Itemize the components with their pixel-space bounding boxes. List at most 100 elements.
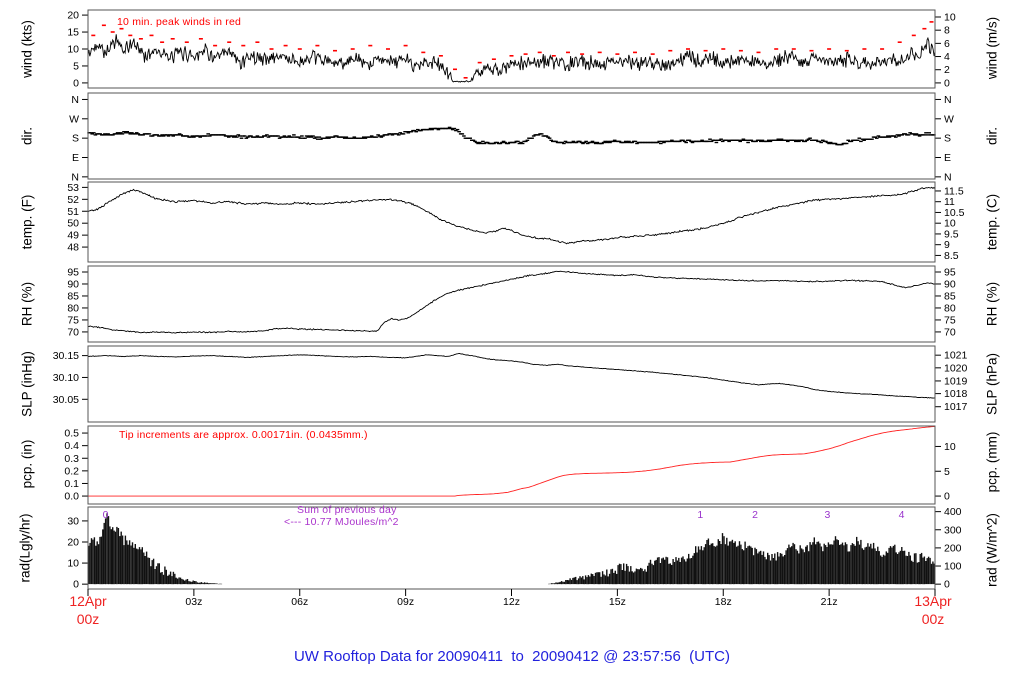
wind-peak-dash <box>537 51 542 54</box>
rh-left-tick-label: 75 <box>67 314 79 326</box>
wind-peak-dash <box>149 34 154 37</box>
rad-right-axis-label: rad (W/m^2) <box>984 513 1000 587</box>
wind-peak-dash <box>421 51 426 54</box>
rh-left-tick-label: 70 <box>67 326 79 338</box>
wind-peak-dash <box>862 48 867 50</box>
rh-left-tick-label: 95 <box>67 266 79 278</box>
wind-peak-dash <box>453 68 457 71</box>
wind-peak-dash <box>463 77 468 79</box>
wind-peak-dash <box>170 38 175 40</box>
temp-right-tick-label: 9 <box>944 239 950 251</box>
wind-peak-dash <box>897 41 902 43</box>
pcp-left-tick-label: 0.4 <box>64 440 79 452</box>
wind-peak-dash <box>551 55 556 57</box>
wind-right-axis-label: wind (m/s) <box>984 16 1000 80</box>
wind-right-tick-label: 10 <box>944 11 956 23</box>
wind-peak-dash <box>101 24 106 27</box>
temp-right-tick-label: 8.5 <box>944 250 959 262</box>
rad-left-axis-label: rad(Lgly/hr) <box>17 513 33 583</box>
wind-peak-dash <box>597 51 602 54</box>
rad-sum-annotation-line2: <--- 10.77 MJoules/m^2 <box>284 516 399 528</box>
pcp-series-line <box>88 425 936 497</box>
x-axis-ticks <box>87 589 936 596</box>
dir-left-tick-label: N <box>71 94 79 106</box>
slp-left-tick-label: 30.10 <box>53 372 79 384</box>
x-axis-end-hour: 00z <box>921 611 945 627</box>
wind-peak-dash <box>738 49 743 52</box>
x-tick-label: 18z <box>714 596 732 608</box>
dir-left-tick-label: E <box>72 152 79 164</box>
wind-peak-dash <box>184 41 189 43</box>
wind-peak-dash <box>283 44 288 47</box>
wind-peak-dash <box>880 48 885 50</box>
dir-panel-border <box>87 92 936 180</box>
wind-peak-dash <box>633 51 637 54</box>
rad-left-tick-label: 20 <box>67 536 79 548</box>
rad-left-tick-label: 0 <box>73 579 79 591</box>
wind-peak-dash <box>774 48 779 50</box>
wind-peak-dash <box>297 48 302 50</box>
temp-left-tick-label: 49 <box>67 230 79 242</box>
wind-peak-dash <box>721 48 726 50</box>
x-axis-end-date: 13Apr <box>914 593 952 609</box>
temp-right-tick-label: 10.5 <box>944 207 965 219</box>
rad-right-tick-label: 0 <box>944 579 950 591</box>
wind-peak-dash <box>668 49 673 52</box>
rad-milestone-label: 1 <box>697 509 703 521</box>
wind-peak-dash <box>523 53 528 55</box>
dir-right-tick-label: E <box>944 152 951 164</box>
temp-left-tick-label: 51 <box>67 206 79 218</box>
wind-peak-dash <box>160 41 165 43</box>
wind-peak-dash <box>241 44 246 47</box>
rh-left-tick-label: 85 <box>67 290 79 302</box>
rh-left-axis-label: RH (%) <box>19 281 35 327</box>
temp-right-tick-label: 11.5 <box>944 185 964 197</box>
rad-left-tick-label: 10 <box>67 558 79 570</box>
pcp-panel-border <box>87 425 936 505</box>
dir-right-axis-label: dir. <box>984 126 1000 146</box>
wind-peak-dash <box>477 61 482 64</box>
slp-right-tick-label: 1017 <box>944 401 968 413</box>
temp-right-tick-label: 11 <box>944 196 955 208</box>
pcp-panel: 0.00.10.20.30.40.5 0 5 10 <box>64 425 956 505</box>
wind-panel-border <box>87 9 936 89</box>
dir-right-tick-label: N <box>944 94 952 106</box>
wind-peak-dash <box>386 48 390 50</box>
slp-series-line <box>88 353 936 399</box>
temp-right-tick-label: 10 <box>944 218 956 230</box>
temp-right-axis-label: temp. (C) <box>984 193 1000 251</box>
rh-series-line <box>87 270 936 334</box>
pcp-left-tick-label: 0.5 <box>64 428 79 440</box>
wind-peak-dash <box>368 44 373 47</box>
temp-left-tick-label: 50 <box>67 218 79 230</box>
wind-right-tick-label: 6 <box>944 38 950 50</box>
wind-peak-dash <box>315 44 320 47</box>
wind-peak-dash <box>509 55 514 57</box>
slp-right-tick-label: 1019 <box>944 375 968 387</box>
slp-right-tick-label: 1020 <box>944 362 968 374</box>
wind-right-tick-label: 2 <box>944 64 950 76</box>
wind-peak-dash <box>844 49 849 52</box>
temp-left-tick-label: 52 <box>67 194 79 206</box>
wind-peak-dash <box>255 41 260 43</box>
rh-right-tick-label: 95 <box>944 266 956 278</box>
x-tick-label: 03z <box>185 596 203 608</box>
wind-series-line <box>87 34 936 83</box>
pcp-right-tick-label: 5 <box>944 466 950 478</box>
temp-panel-border <box>87 181 936 263</box>
x-axis-start-hour: 00z <box>76 611 100 627</box>
slp-left-axis-label: SLP (inHg) <box>19 351 35 417</box>
pcp-left-axis-label: pcp. (in) <box>19 439 35 489</box>
wind-right-tick-label: 0 <box>944 77 950 89</box>
slp-left-tick-label: 30.05 <box>53 394 79 406</box>
pcp-right-axis-label: pcp. (mm) <box>984 431 1000 493</box>
wind-left-tick-label: 15 <box>67 27 79 39</box>
rad-right-tick-label: 200 <box>944 542 962 554</box>
dir-right-tick-label: W <box>944 113 954 125</box>
temp-right-tick-label: 9.5 <box>944 228 959 240</box>
rad-milestone-label: 4 <box>899 509 905 521</box>
